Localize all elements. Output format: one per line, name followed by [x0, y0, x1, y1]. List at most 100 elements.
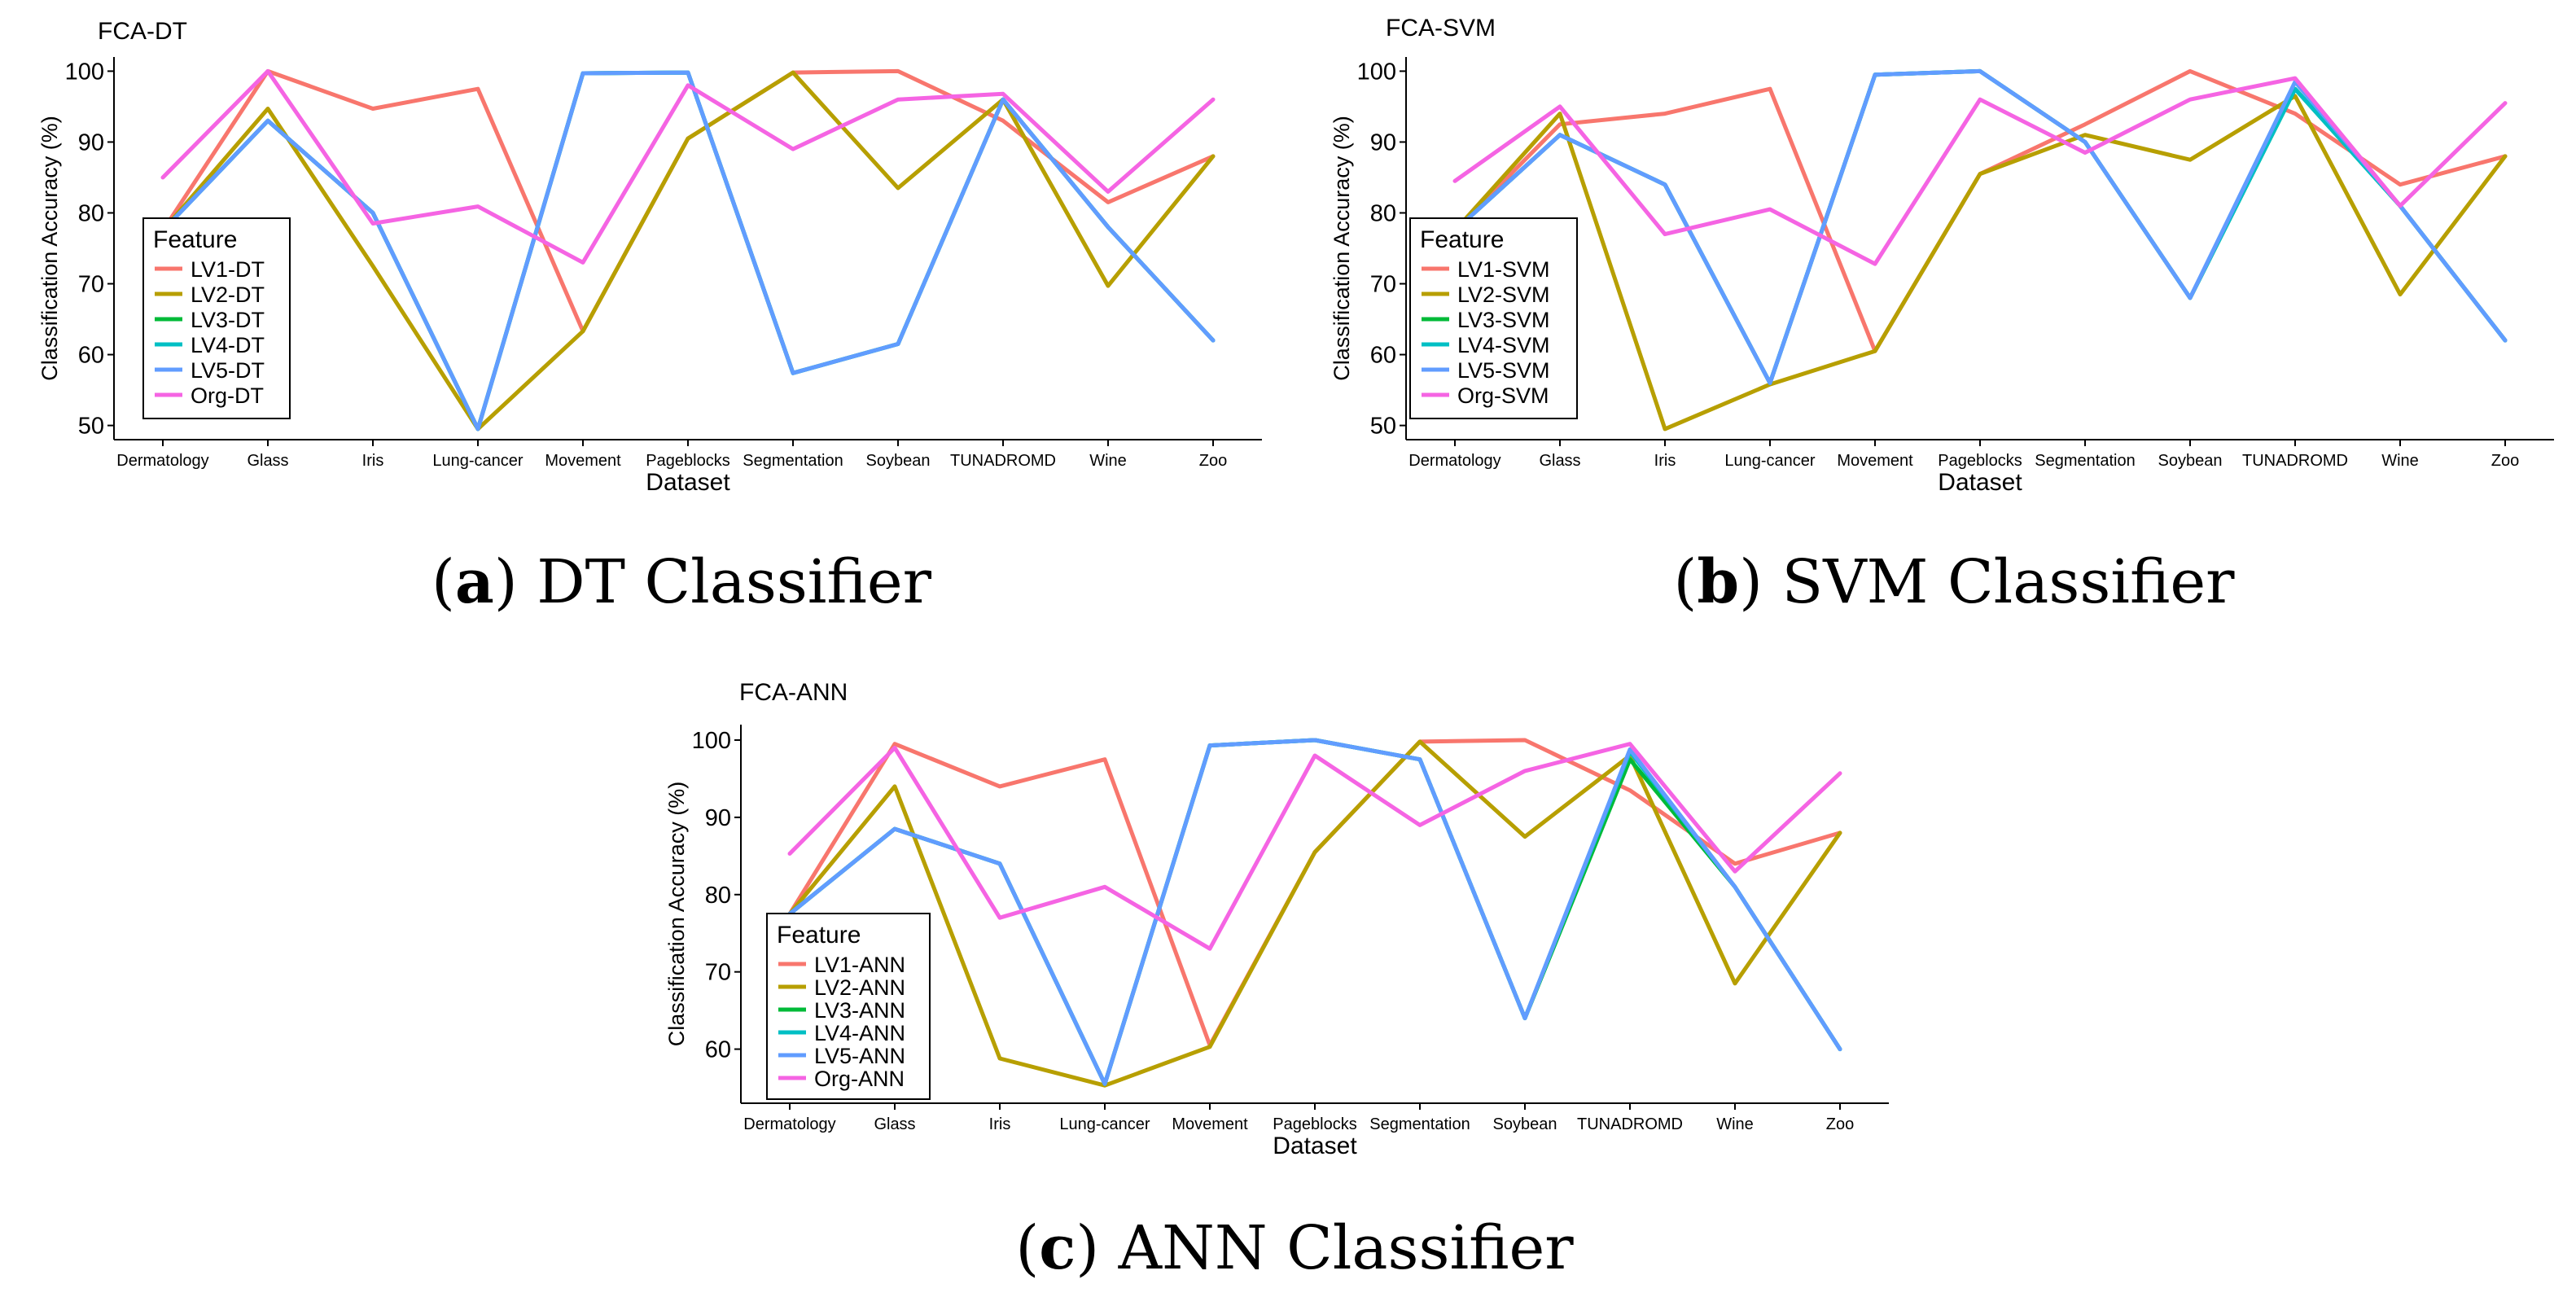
x-tick-label: Iris — [362, 452, 384, 470]
x-tick-label: TUNADROMD — [950, 452, 1056, 470]
chart-title: FCA-DT — [98, 18, 187, 45]
legend-label-org-svm: Org-SVM — [1457, 383, 1549, 408]
x-tick-label: Glass — [874, 1115, 915, 1133]
y-tick-label: 70 — [1370, 272, 1396, 298]
legend-title: Feature — [153, 226, 237, 253]
x-tick-label: Segmentation — [743, 452, 843, 470]
y-tick-label: 50 — [1370, 414, 1396, 440]
x-tick-label: TUNADROMD — [1577, 1115, 1683, 1133]
y-tick-label: 60 — [78, 343, 104, 369]
caption-a-text: DT Classifier — [537, 547, 931, 617]
y-tick-label: 50 — [78, 414, 104, 440]
legend-label-org-ann: Org-ANN — [814, 1067, 905, 1091]
x-tick-label: Movement — [545, 452, 621, 470]
legend-label-lv2-ann: LV2-ANN — [814, 975, 905, 1000]
y-tick-label: 80 — [705, 883, 731, 909]
caption-a: (a) DT Classifier — [432, 547, 931, 617]
y-axis-label: Classification Accuracy (%) — [37, 116, 62, 381]
y-tick-label: 100 — [692, 728, 731, 754]
series-line-lv4-dt — [160, 70, 1216, 432]
x-tick-label: Dermatology — [116, 452, 208, 470]
x-tick-label: Movement — [1172, 1115, 1248, 1133]
legend-label-lv4-ann: LV4-ANN — [814, 1021, 905, 1045]
x-tick-label: Dermatology — [1408, 452, 1500, 470]
series-line-org-ann — [787, 742, 1842, 951]
legend-label-lv5-svm: LV5-SVM — [1457, 358, 1550, 383]
caption-c-text: ANN Classifier — [1118, 1213, 1574, 1283]
x-tick-label: Pageblocks — [646, 452, 729, 470]
x-tick-label: Zoo — [2491, 452, 2519, 470]
chart-title: FCA-SVM — [1386, 15, 1496, 42]
caption-a-letter: a — [454, 547, 494, 617]
legend-label-lv2-dt: LV2-DT — [191, 283, 265, 307]
chart-fca-ann: FCA-ANN 60 70 80 90 100 Dermatology Glass Iris Lu… — [664, 679, 1889, 1159]
x-tick-label: Glass — [247, 452, 288, 470]
x-tick-label: Pageblocks — [1273, 1115, 1356, 1133]
series-line-lv5-dt — [160, 70, 1216, 432]
x-tick-label: TUNADROMD — [2242, 452, 2348, 470]
caption-b: (b) SVM Classifier — [1673, 547, 2235, 617]
legend-label-lv4-svm: LV4-SVM — [1457, 333, 1550, 357]
legend-label-lv4-dt: LV4-DT — [191, 333, 265, 357]
x-tick-label: Movement — [1837, 452, 1913, 470]
series-line-lv4-ann — [787, 738, 1842, 1086]
x-tick-label: Pageblocks — [1938, 452, 2022, 470]
x-tick-label: Lung-cancer — [432, 452, 524, 470]
legend-label-lv5-ann: LV5-ANN — [814, 1044, 905, 1068]
chart-fca-dt: FCA-DT 50 60 70 80 90 100 Dermatology Glass Iris L… — [37, 18, 1262, 496]
series-line-lv1-ann — [787, 738, 1842, 1048]
x-axis-label: Dataset — [646, 469, 730, 496]
y-tick-label: 90 — [1370, 129, 1396, 156]
legend-label-lv1-ann: LV1-ANN — [814, 953, 905, 977]
x-tick-label: Dermatology — [743, 1115, 835, 1133]
x-tick-label: Lung-cancer — [1059, 1115, 1150, 1133]
legend-label-lv5-dt: LV5-DT — [191, 358, 265, 383]
y-tick-label: 80 — [78, 200, 104, 226]
x-tick-label: Zoo — [1199, 452, 1227, 470]
legend-title: Feature — [1420, 226, 1504, 253]
caption-c-letter: c — [1039, 1213, 1076, 1283]
x-tick-label: Iris — [1654, 452, 1676, 470]
legend-label-lv2-svm: LV2-SVM — [1457, 283, 1550, 307]
y-tick-label: 90 — [705, 805, 731, 831]
series-line-lv2-ann — [787, 739, 1842, 1088]
x-tick-label: Soybean — [2158, 452, 2223, 470]
y-tick-label: 100 — [1357, 59, 1396, 85]
legend-label-lv3-svm: LV3-SVM — [1457, 308, 1550, 332]
y-tick-label: 60 — [705, 1037, 731, 1063]
series-line-lv3-dt — [160, 70, 1216, 432]
chart-fca-svm: FCA-SVM 50 60 70 80 90 100 Dermatology Glass Iris… — [1330, 15, 2554, 496]
x-tick-label: Segmentation — [1369, 1115, 1470, 1133]
legend-title: Feature — [777, 922, 861, 949]
y-axis-label: Classification Accuracy (%) — [664, 782, 689, 1047]
series-line-lv1-dt — [160, 68, 1216, 334]
x-tick-label: Wine — [2381, 452, 2419, 470]
caption-c: (c) ANN Classifier — [1015, 1213, 1574, 1283]
series-line-lv5-ann — [787, 738, 1842, 1086]
x-tick-label: Segmentation — [2035, 452, 2135, 470]
caption-b-text: SVM Classifier — [1781, 547, 2235, 617]
y-tick-label: 70 — [705, 960, 731, 986]
y-tick-label: 80 — [1370, 200, 1396, 226]
legend-label-lv1-svm: LV1-SVM — [1457, 257, 1550, 282]
chart-title: FCA-ANN — [739, 679, 848, 706]
legend-label-org-dt: Org-DT — [191, 383, 264, 408]
x-tick-label: Soybean — [866, 452, 931, 470]
series-line-org-dt — [160, 68, 1216, 265]
x-tick-label: Iris — [989, 1115, 1011, 1133]
legend-label-lv3-dt: LV3-DT — [191, 308, 265, 332]
y-tick-label: 90 — [78, 129, 104, 156]
x-tick-label: Lung-cancer — [1724, 452, 1816, 470]
x-axis-label: Dataset — [1273, 1133, 1357, 1159]
y-tick-label: 70 — [78, 272, 104, 298]
x-tick-label: Soybean — [1493, 1115, 1557, 1133]
series-line-lv2-dt — [160, 70, 1216, 432]
legend-label-lv3-ann: LV3-ANN — [814, 998, 905, 1023]
y-tick-label: 60 — [1370, 343, 1396, 369]
x-tick-label: Glass — [1539, 452, 1580, 470]
x-tick-label: Zoo — [1826, 1115, 1854, 1133]
x-tick-label: Wine — [1716, 1115, 1754, 1133]
legend-label-lv1-dt: LV1-DT — [191, 257, 265, 282]
x-axis-label: Dataset — [1938, 469, 2022, 496]
